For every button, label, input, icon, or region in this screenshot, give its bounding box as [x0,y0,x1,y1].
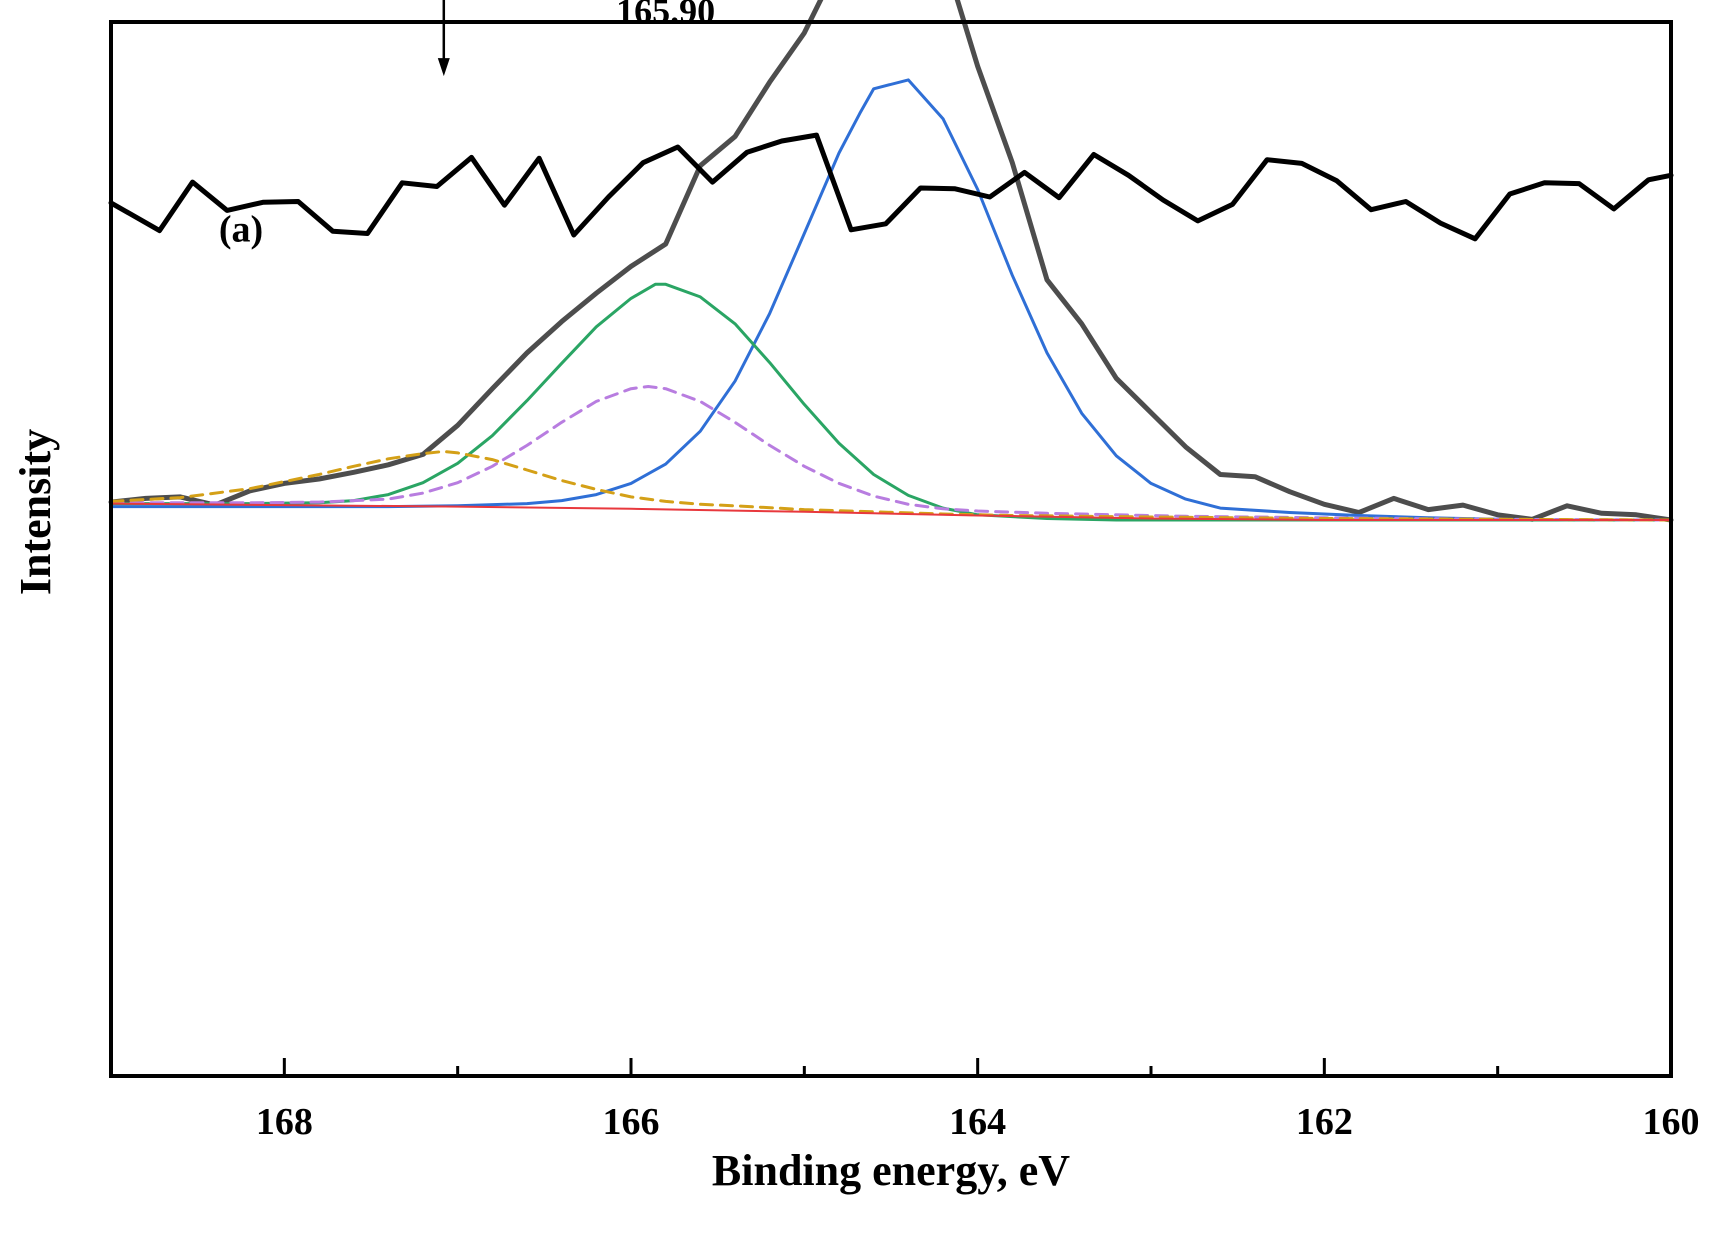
series-line-2 [109,78,1673,522]
x-tick-label: 164 [949,1101,1006,1143]
plot-lines [108,0,1674,523]
panel-labels: (b)(a) [219,209,263,251]
axes [109,20,1673,1078]
x-tick-label: 168 [256,1101,313,1143]
series-line-4 [109,385,1673,522]
x-tick-label: 160 [1643,1101,1700,1143]
series-line-3 [109,282,1673,522]
peak-annotation: 165.90 [616,0,715,31]
panel-label: (a) [219,209,263,251]
series-line-6 [110,502,1672,521]
x-tick-label: 162 [1296,1101,1353,1143]
series-line-1 [108,0,1674,523]
series-line-7 [108,132,1674,242]
x-ticks: 168 166 164 162 160 [256,1058,1700,1143]
x-tick-label: 166 [603,1101,660,1143]
annotations: 164.68167.08165.86165.90 [437,0,715,77]
x-axis-title: Binding energy, eV [712,1146,1070,1195]
annotation-arrow-head [437,58,450,77]
plot-frame [109,20,1673,1078]
y-axis-title: Intensity [11,429,60,595]
